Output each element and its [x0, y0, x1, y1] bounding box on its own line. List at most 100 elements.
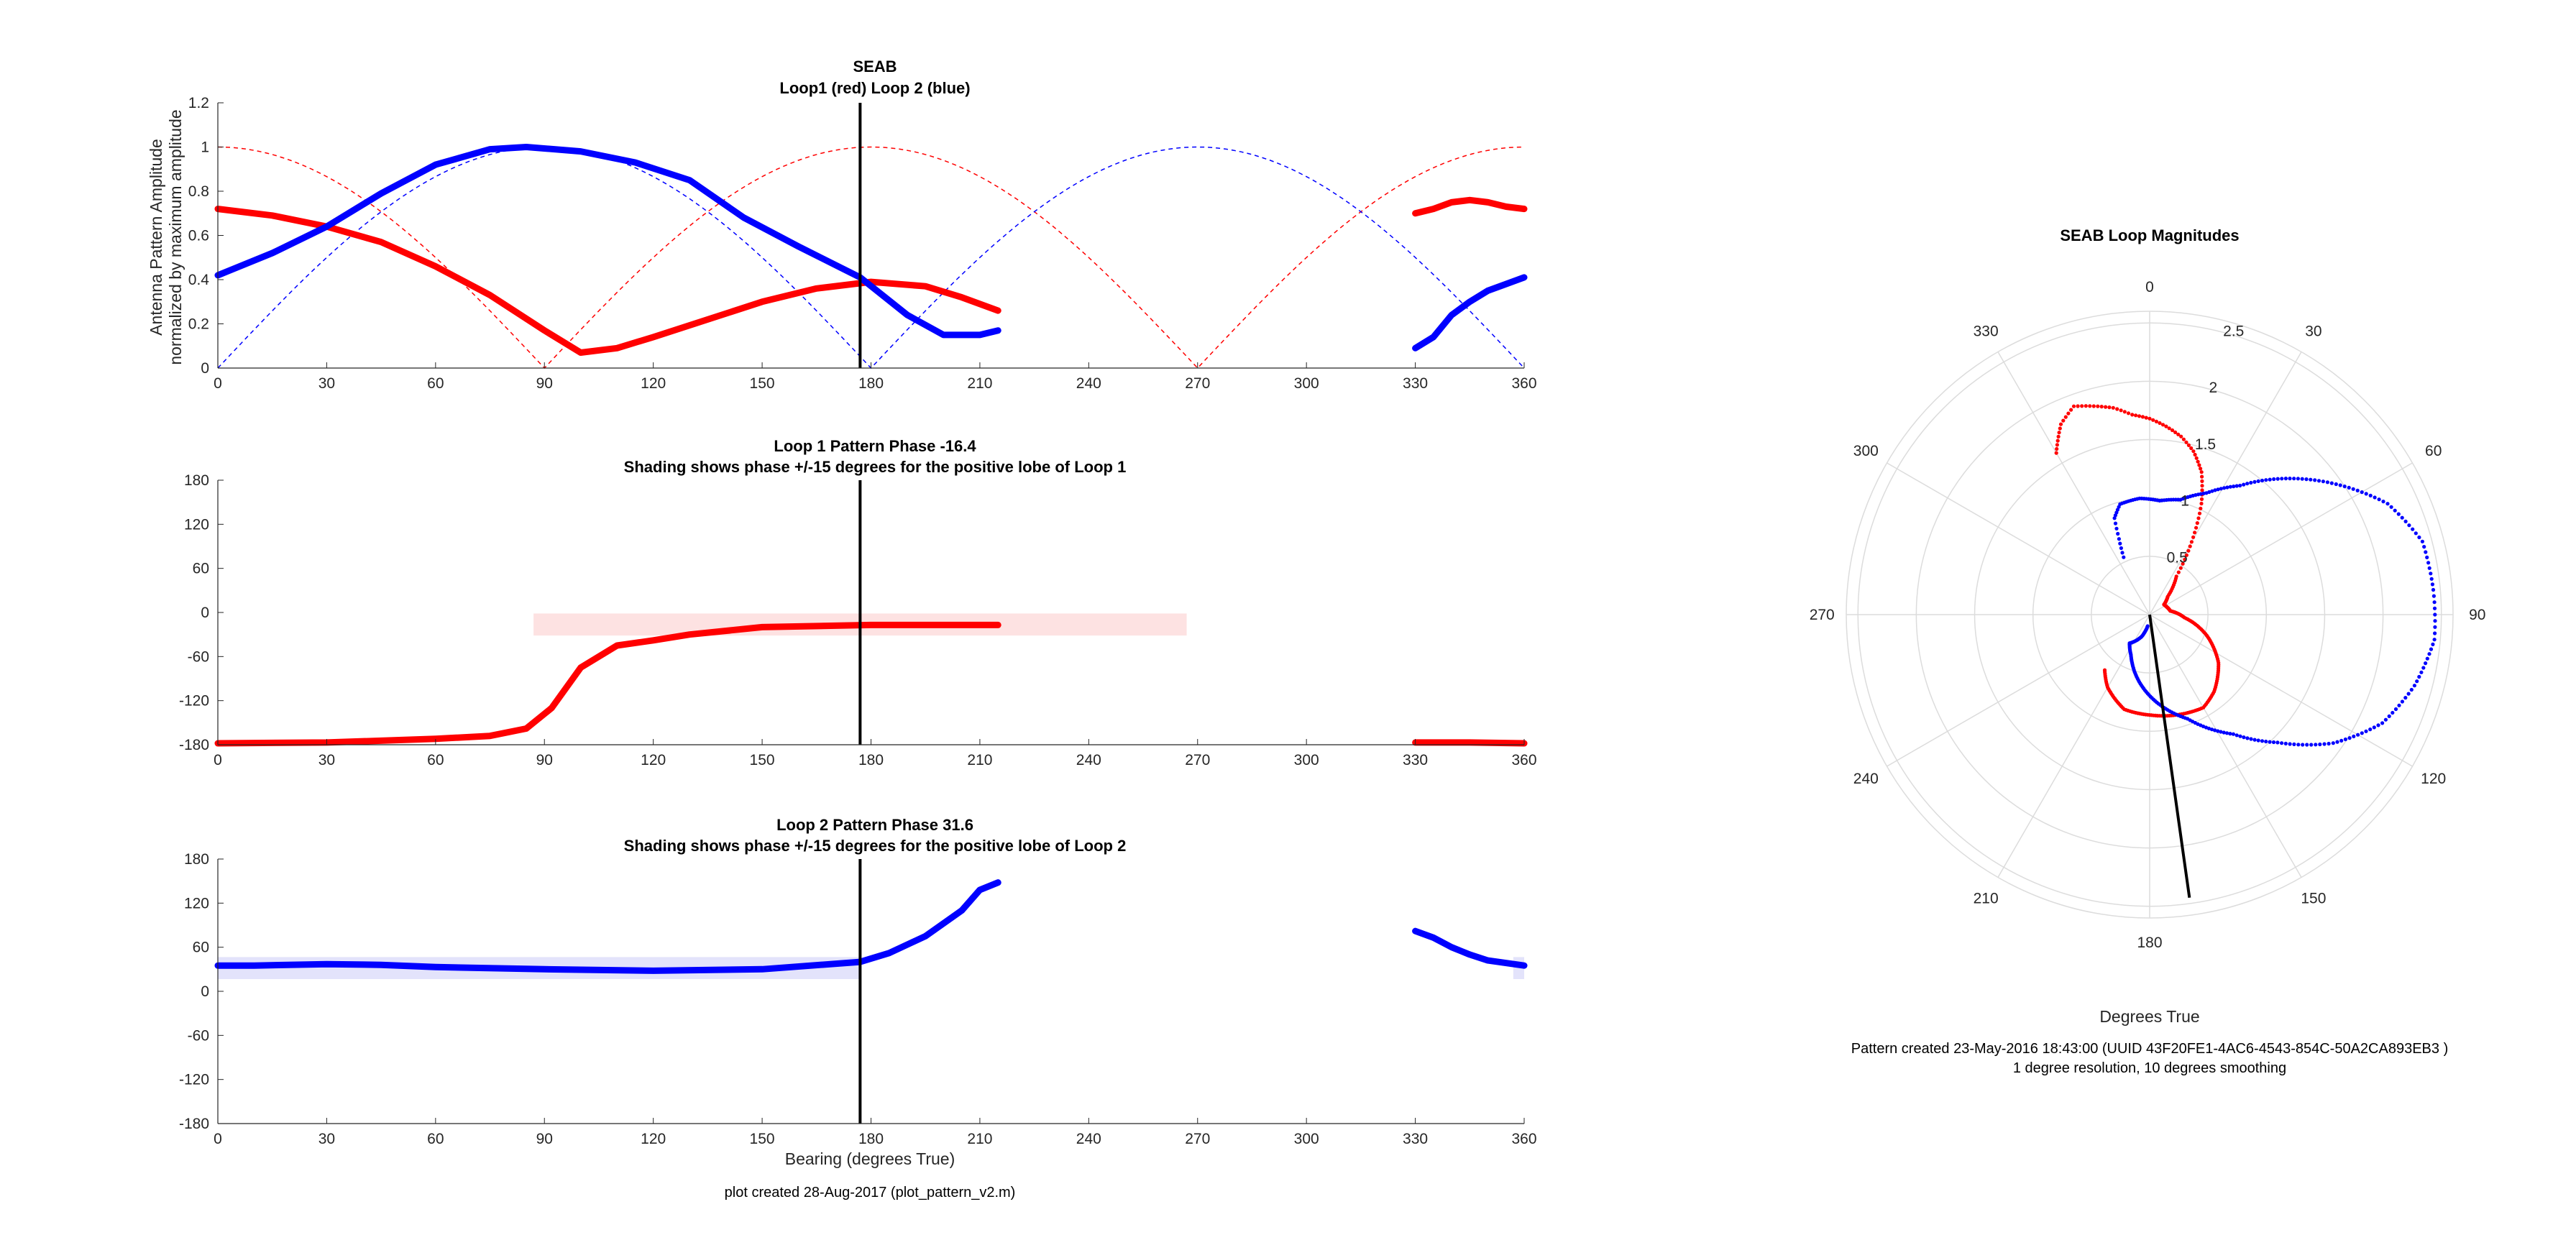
polar-point-red: [2140, 415, 2145, 419]
polar-point-red: [2170, 428, 2175, 433]
polar-point-blue: [2116, 531, 2120, 536]
polar-point-blue: [2225, 485, 2229, 490]
polar-point-blue: [2376, 723, 2380, 727]
reference-curve: [217, 146, 1525, 369]
polar-point-blue: [2412, 684, 2416, 688]
footer-left: plot created 28-Aug-2017 (plot_pattern_v…: [725, 1185, 1016, 1200]
x-tick-label: 120: [641, 752, 666, 768]
polar-point-blue: [2114, 526, 2119, 531]
y-tick-label: -120: [179, 1072, 209, 1088]
polar-point-blue: [2207, 490, 2211, 495]
footer-right-2: 1 degree resolution, 10 degrees smoothin…: [2013, 1060, 2286, 1076]
amplitude-ylabel: Antenna Pattern Amplitude: [147, 139, 165, 336]
polar-angle-label: 270: [1810, 607, 1835, 623]
polar-point-red: [2054, 451, 2058, 455]
x-tick-label: 0: [214, 375, 222, 392]
amplitude-subtitle: Loop1 (red) Loop 2 (blue): [779, 79, 970, 97]
polar-point-blue: [2407, 523, 2411, 528]
polar-point-red: [2160, 423, 2165, 427]
x-tick-label: 210: [967, 375, 992, 392]
x-tick-label: 90: [536, 752, 553, 768]
polar-point-red: [2179, 434, 2183, 439]
polar-point-blue: [2206, 726, 2211, 731]
polar-point-blue: [2355, 488, 2360, 493]
polar-point-red: [2189, 540, 2194, 544]
polar-point-blue: [2228, 485, 2232, 489]
polar-point-blue: [2343, 737, 2347, 742]
polar-point-red: [2196, 459, 2200, 464]
polar-angle-label: 180: [2137, 935, 2162, 951]
polar-point-blue: [2238, 483, 2242, 488]
y-tick-label: 180: [184, 851, 209, 868]
polar-point-red: [2184, 440, 2188, 444]
polar-spoke: [1887, 614, 2150, 767]
polar-point-blue: [2400, 699, 2404, 704]
polar-point-blue: [2264, 478, 2268, 482]
x-tick-label: 180: [858, 752, 884, 768]
polar-point-blue: [2391, 710, 2395, 715]
polar-point-blue: [2216, 729, 2220, 733]
polar-point-blue: [2400, 515, 2404, 520]
polar-title: SEAB Loop Magnitudes: [2060, 226, 2239, 244]
polar-point-blue: [2431, 642, 2435, 647]
x-tick-label: 360: [1511, 375, 1536, 392]
y-tick-label: -180: [179, 1116, 209, 1132]
polar-point-blue: [2335, 740, 2339, 744]
polar-point-blue: [2114, 510, 2119, 515]
polar-point-red: [2176, 570, 2181, 574]
polar-point-blue: [2373, 495, 2377, 500]
polar-point-blue: [2403, 519, 2408, 524]
polar-point-blue: [2316, 479, 2321, 483]
y-tick-label: 120: [184, 895, 209, 912]
polar-r-label: 1.5: [2195, 436, 2216, 453]
polar-point-blue: [2425, 656, 2429, 661]
polar-point-red: [2148, 416, 2152, 421]
polar-r-label: 1: [2181, 493, 2189, 510]
polar-point-blue: [2288, 742, 2292, 746]
polar-point-blue: [2334, 482, 2338, 487]
x-tick-label: 270: [1185, 375, 1210, 392]
polar-point-blue: [2421, 666, 2426, 670]
polar-spoke: [2149, 462, 2413, 615]
polar-point-blue: [2301, 743, 2305, 747]
polar-point-blue: [2280, 477, 2284, 481]
y-tick-label: -180: [179, 737, 209, 753]
x-tick-label: 60: [427, 375, 444, 392]
amplitude-ylabel-2: normalized by maximum amplitude: [166, 109, 185, 364]
x-tick-label: 330: [1403, 375, 1428, 392]
x-tick-label: 210: [967, 752, 992, 768]
polar-point-blue: [2249, 480, 2253, 485]
polar-point-red: [2144, 415, 2148, 420]
polar-point-blue: [2406, 692, 2411, 696]
polar-point-blue: [2429, 647, 2434, 651]
polar-point-blue: [2117, 505, 2121, 509]
x-tick-label: 120: [641, 375, 666, 392]
polar-point-blue: [2431, 587, 2436, 592]
polar-point-blue: [2117, 537, 2121, 541]
polar-point-red: [2091, 404, 2096, 408]
polar-angle-label: 300: [1853, 443, 1879, 459]
y-tick-label: 60: [193, 940, 209, 956]
series-line-blue: [1412, 927, 1528, 969]
polar-point-red: [2061, 418, 2066, 423]
polar-point-blue: [2268, 740, 2272, 744]
series-line-red: [214, 206, 1001, 356]
polar-point-red: [2115, 407, 2119, 411]
x-tick-label: 360: [1511, 752, 1536, 768]
amplitude-panel: 0 30 60 90 120 150 180 210 240 270 300 330 360 0 0.2 0.…: [147, 58, 1537, 392]
series-line-blue: [214, 144, 1001, 339]
polar-angle-label: 150: [2301, 891, 2326, 907]
polar-point-blue: [2424, 661, 2428, 666]
polar-point-red: [2063, 415, 2068, 419]
polar-point-red: [2130, 413, 2135, 417]
footer-right-1: Pattern created 23-May-2016 18:43:00 (UU…: [1851, 1041, 2448, 1057]
polar-point-red: [2066, 411, 2071, 415]
polar-point-red: [2102, 668, 2107, 672]
polar-point-blue: [2385, 502, 2390, 506]
polar-angle-label: 60: [2425, 443, 2442, 459]
x-tick-label: 300: [1294, 1131, 1319, 1147]
x-tick-label: 240: [1076, 1131, 1101, 1147]
polar-point-blue: [2318, 742, 2322, 747]
polar-point-blue: [2322, 742, 2327, 746]
